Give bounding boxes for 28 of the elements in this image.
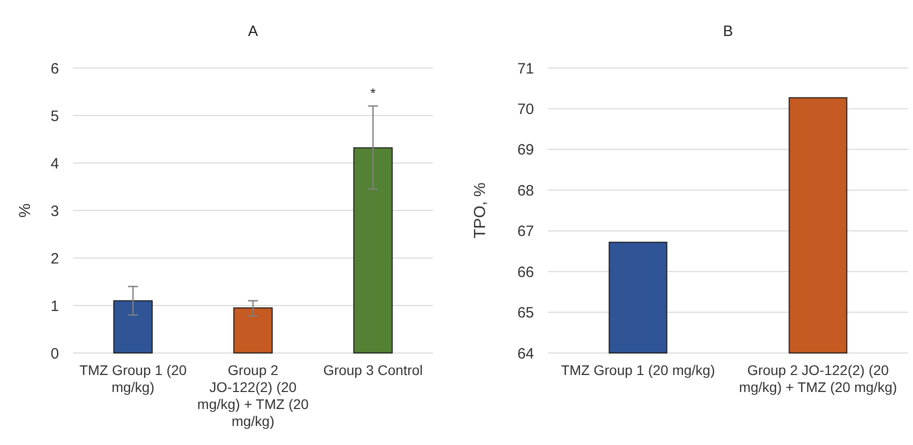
y-axis-title: TPO, % [472, 182, 489, 239]
x-tick-label: Group 2 JO-122(2) (20 mg/kg) + TMZ (20 mg/kg) [738, 362, 898, 395]
y-tick-label: 5 [50, 108, 59, 125]
y-tick-label: 65 [517, 304, 534, 322]
x-tick-label: TMZ Group 1 (20 mg/kg) [79, 362, 187, 395]
annotation: * [370, 85, 376, 101]
y-tick-label: 1 [50, 298, 59, 315]
y-tick-label: 0 [50, 345, 59, 362]
chart-title: A [248, 23, 258, 40]
chart-title: B [722, 23, 734, 40]
bar [353, 147, 393, 354]
y-axis-title: % [17, 203, 34, 218]
y-tick-label: 2 [50, 250, 59, 268]
y-tick-label: 67 [517, 223, 534, 240]
y-tick-label: 70 [517, 100, 534, 118]
x-tick-label: Group 2 JO-122(2) (20 mg/kg) + TMZ (20 mg/kg) [197, 362, 309, 429]
y-tick-label: 64 [517, 345, 534, 362]
y-tick-label: 68 [517, 182, 534, 200]
bar [113, 300, 153, 354]
y-tick-label: 4 [50, 155, 59, 172]
y-tick-label: 6 [50, 60, 59, 78]
x-tick-label: TMZ Group 1 (20 mg/kg) [560, 362, 716, 378]
y-tick-label: 71 [517, 60, 534, 78]
bar [233, 307, 273, 354]
y-tick-label: 69 [517, 142, 534, 159]
y-tick-label: 66 [517, 264, 534, 281]
y-tick-label: 3 [50, 202, 59, 220]
x-tick-label: Group 3 Control [323, 362, 423, 378]
